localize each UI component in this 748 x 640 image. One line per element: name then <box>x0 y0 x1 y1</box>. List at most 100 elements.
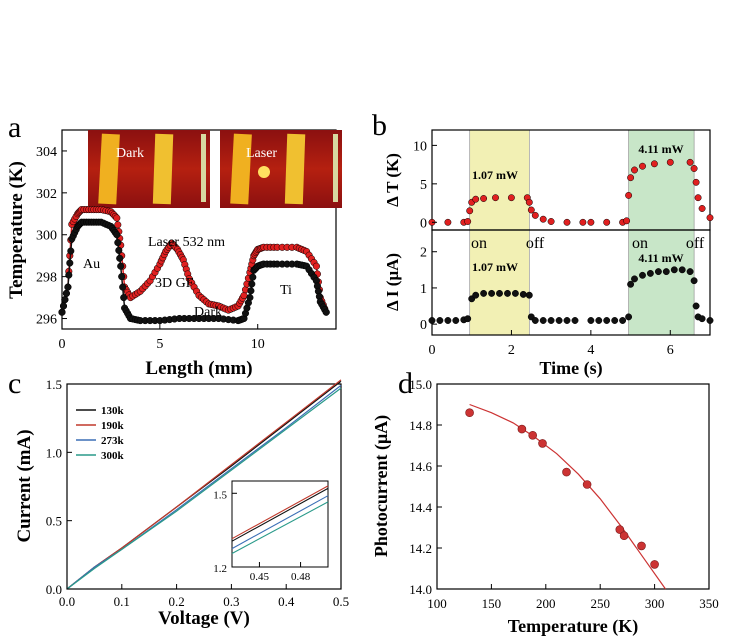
y-tick-label: 0 <box>420 318 427 333</box>
x-tick-label: 0.48 <box>291 571 311 583</box>
fit-curve <box>469 403 666 590</box>
highlight-band <box>469 129 530 231</box>
x-tick-label: 200 <box>536 596 556 611</box>
y-tick-label: 0.0 <box>46 582 62 597</box>
panel-b-bottom-series-point <box>587 317 595 324</box>
data-point <box>562 467 571 477</box>
panel-c-inset-frame <box>231 480 329 568</box>
panel-b-top-series-point <box>472 195 480 203</box>
panel-a-series-1-point <box>115 246 123 254</box>
panel-b-top-series-point <box>444 218 452 226</box>
panel-b-bottom-series-point <box>563 317 571 324</box>
panel-a-series-0-point <box>113 214 121 222</box>
panel-b-bottom-series-point <box>525 291 533 299</box>
state-label: off <box>686 235 705 252</box>
axis-label-y-d: Photocurrent (μA) <box>371 415 392 557</box>
data-point <box>637 541 646 551</box>
panel-a-series-1-point <box>64 283 72 291</box>
panel-b-top-series-point <box>527 206 535 214</box>
legend-label: 300k <box>101 450 125 462</box>
panel-a-series-0-point <box>240 291 248 300</box>
panel-b-bottom-frame <box>431 229 711 336</box>
panel-b-bottom-series-point <box>472 291 480 299</box>
panel-a-series-1-point <box>61 296 69 304</box>
x-tick-label: 0.45 <box>250 571 270 583</box>
panel-a-series-1-point <box>116 254 124 262</box>
inset-label-dark: Dark <box>116 146 144 161</box>
data-point <box>538 439 547 448</box>
panel-b-top-series-point <box>603 218 611 226</box>
inset-curve-300k <box>231 501 329 554</box>
panel-b-bottom-series-point <box>539 317 547 324</box>
legend-label: 190k <box>101 420 125 432</box>
data-point <box>615 525 625 534</box>
x-tick-label: 5 <box>156 337 163 352</box>
x-tick-label: 0 <box>429 343 436 358</box>
y-tick-label: 302 <box>36 187 57 202</box>
panel-a-series-1-point <box>117 262 125 270</box>
panel-b-bottom-series-point <box>519 290 527 298</box>
data-point <box>517 424 527 434</box>
panel-b-top-series-point <box>579 218 587 226</box>
x-tick-label: 4 <box>587 343 594 358</box>
panel-b-bottom-series-point <box>706 317 714 324</box>
y-tick-label: 14.4 <box>409 500 432 515</box>
x-tick-label: 0 <box>59 337 66 352</box>
y-tick-label: 14.0 <box>409 582 432 597</box>
panel-b-top-series-point <box>627 174 635 182</box>
panel-b-bottom-series-point <box>504 289 511 297</box>
y-tick-label: 304 <box>36 145 57 160</box>
panel-b-bottom-series-point <box>603 317 611 324</box>
panel-a-series-1-point <box>246 294 254 302</box>
panel-a-series-1-point <box>322 308 330 316</box>
panel-a-series-1-point <box>247 287 255 295</box>
panel-b-top-series-point <box>547 218 555 225</box>
iv-curve-273k <box>66 384 342 590</box>
legend-label: 130k <box>101 405 125 417</box>
axis-label-x-d: Temperature (K) <box>508 616 638 637</box>
panel-b-bottom-series-point <box>662 268 670 276</box>
y-tick-label: 300 <box>36 229 57 244</box>
panel-b-top-series-point <box>492 194 499 202</box>
panel-b-bottom-series-point <box>452 317 460 324</box>
y-tick-label: 14.6 <box>409 459 432 474</box>
y-tick-label: 5 <box>420 178 427 193</box>
x-tick-label: 0.5 <box>333 594 349 609</box>
heat-image-laser-colorbar <box>333 134 338 202</box>
panel-a-series-0-point <box>114 221 122 229</box>
panel-b-top-series-point <box>686 158 694 166</box>
panel-a-series-1-point <box>113 231 121 239</box>
panel-b-top-series-point <box>466 207 474 215</box>
panel-a-series-1-point <box>249 273 257 281</box>
legend-label: 273k <box>101 435 125 447</box>
x-tick-label: 350 <box>699 596 719 611</box>
annotation: 3D GF <box>155 276 194 291</box>
panel-a-series-1-point <box>118 273 126 281</box>
power-label: 1.07 mW <box>472 260 518 274</box>
x-tick-label: 2 <box>508 343 515 358</box>
data-point <box>528 430 538 440</box>
x-tick-label: 6 <box>667 343 674 358</box>
panel-b-bottom-series-point <box>480 289 488 297</box>
annotation: Dark <box>194 305 222 320</box>
x-tick-label: 300 <box>645 596 665 611</box>
panel-b-top-series-point <box>694 194 702 202</box>
panel-a-series-1-point <box>120 294 128 302</box>
y-tick-label: 0.5 <box>46 514 62 529</box>
y-tick-label: 296 <box>36 313 57 328</box>
power-label: 4.11 mW <box>638 142 683 156</box>
heat-image-laser-electrode-left <box>230 133 252 205</box>
y-tick-label: 2 <box>420 246 427 261</box>
highlight-band <box>628 229 695 336</box>
panel-c-frame <box>66 383 342 590</box>
inset-curve-273k <box>231 495 329 550</box>
power-label: 4.11 mW <box>638 251 683 265</box>
panel-b-top-series-point <box>539 215 547 223</box>
panel-b-bottom-series-point <box>444 317 452 324</box>
panel-b-bottom-series-point <box>619 317 627 324</box>
heat-image-dark-electrode-right <box>152 133 174 205</box>
panel-b-bottom-series-point <box>571 317 579 324</box>
inset-label-laser: Laser <box>246 146 277 161</box>
y-tick-label: 1 <box>420 282 427 297</box>
axis-label-y-b-bottom: Δ I (μA) <box>383 253 402 311</box>
